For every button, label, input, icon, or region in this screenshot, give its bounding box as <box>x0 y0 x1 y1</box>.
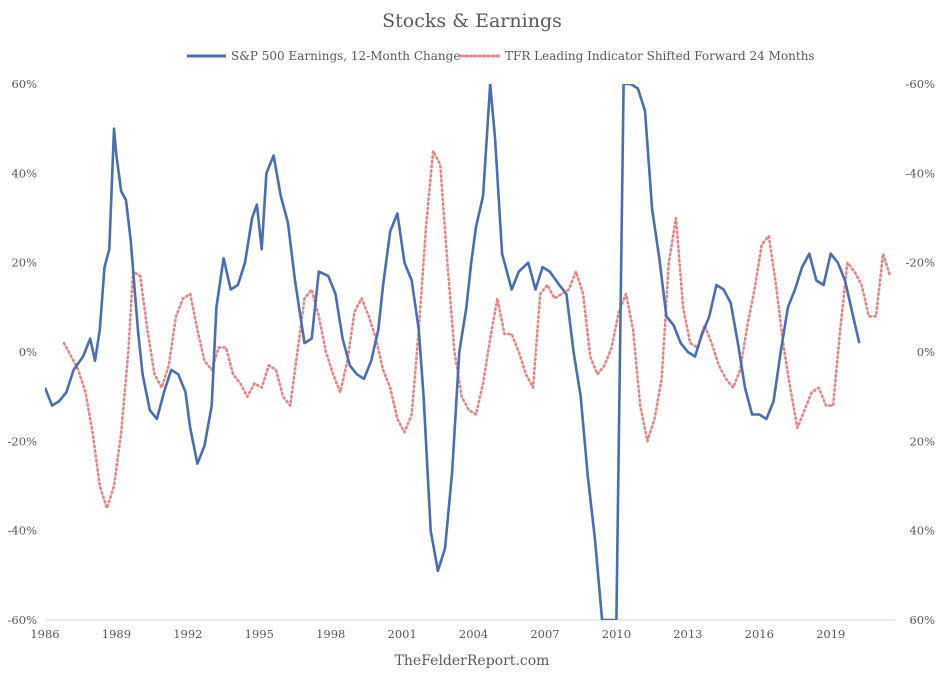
left-axis-tick-label: -60% <box>8 613 38 627</box>
right-axis-tick-label: 20% <box>909 434 935 448</box>
right-axis-tick-label: 40% <box>909 524 935 538</box>
right-axis-tick-label: 60% <box>909 613 935 627</box>
x-axis-ticks: 1986 1989 1992 1995 1998 2001 2004 2007 2010 2013… <box>30 627 845 641</box>
left-axis-tick-label: 20% <box>11 256 37 270</box>
x-axis-tick-label: 2019 <box>816 627 845 641</box>
right-axis-tick-label: 0% <box>917 345 935 359</box>
x-axis-tick-label: 2001 <box>388 627 417 641</box>
x-axis-tick-label: 1992 <box>173 627 202 641</box>
source-label: TheFelderReport.com <box>395 653 550 669</box>
left-axis-ticks: 60% 40% 20% 0% -20% -40% -60% <box>8 77 38 627</box>
x-axis-tick-label: 1989 <box>102 627 131 641</box>
series-line-tfr <box>62 149 892 510</box>
x-axis-tick-label: 2016 <box>745 627 774 641</box>
x-axis-tick-label: 1998 <box>316 627 345 641</box>
plot-area <box>45 84 892 620</box>
left-axis-tick-label: 60% <box>11 77 37 91</box>
chart-title: Stocks & Earnings <box>382 10 562 32</box>
legend-label-tfr: TFR Leading Indicator Shifted Forward 24… <box>505 49 815 63</box>
legend: S&P 500 Earnings, 12-Month Change TFR Le… <box>187 49 815 63</box>
x-axis-tick-label: 2007 <box>530 627 559 641</box>
legend-label-earnings: S&P 500 Earnings, 12-Month Change <box>231 49 460 63</box>
left-axis-tick-label: 0% <box>19 345 37 359</box>
left-axis-tick-label: -20% <box>8 434 38 448</box>
left-axis-tick-label: 40% <box>11 166 37 180</box>
right-axis-tick-label: -40% <box>906 166 936 180</box>
x-axis-tick-label: 1995 <box>245 627 274 641</box>
right-axis-ticks: -60% -40% -20% 0% 20% 40% 60% <box>906 77 936 627</box>
x-axis-tick-label: 2013 <box>673 627 702 641</box>
right-axis-tick-label: -60% <box>906 77 936 91</box>
series-line-earnings <box>45 84 861 620</box>
left-axis-tick-label: -40% <box>8 524 38 538</box>
x-axis-tick-label: 2010 <box>602 627 631 641</box>
right-axis-tick-label: -20% <box>906 256 936 270</box>
x-axis-tick-label: 2004 <box>459 627 488 641</box>
x-axis-tick-label: 1986 <box>30 627 59 641</box>
